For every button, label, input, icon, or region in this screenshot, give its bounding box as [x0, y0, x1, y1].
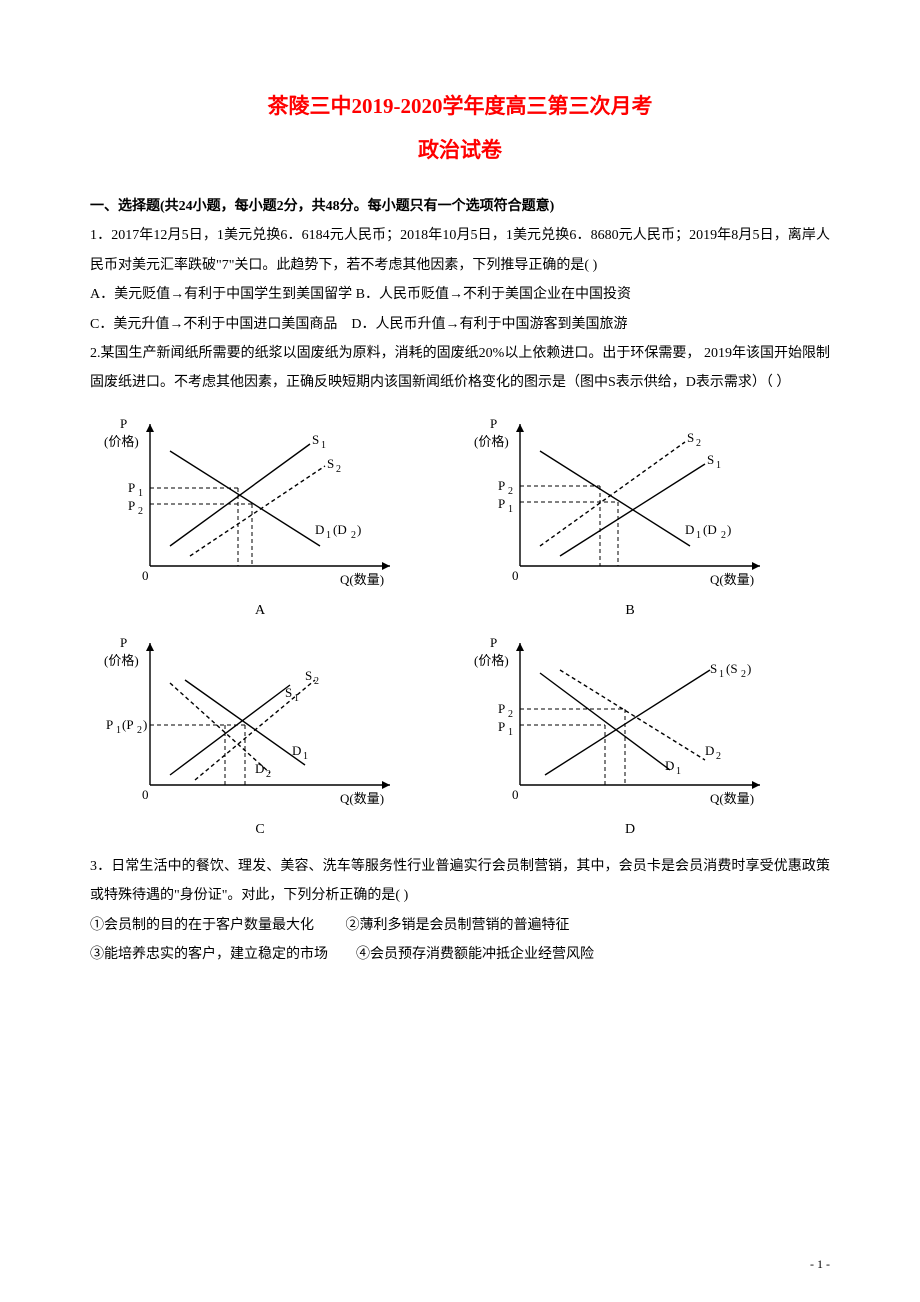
svg-text:D: D	[685, 522, 694, 537]
svg-text:S: S	[305, 668, 312, 683]
svg-text:S: S	[312, 432, 319, 447]
svg-text:(D: (D	[333, 522, 347, 537]
q1-optD: D．人民币升值→有利于中国游客到美国旅游	[351, 317, 627, 332]
svg-text:S: S	[285, 685, 292, 700]
svg-text:P: P	[498, 719, 505, 734]
svg-text:(P: (P	[122, 717, 134, 732]
svg-text:0: 0	[512, 568, 519, 583]
svg-text:1: 1	[508, 504, 513, 515]
q1-optC: C．美元升值→不利于中国进口美国商品	[90, 317, 337, 332]
svg-text:2: 2	[741, 669, 746, 680]
svg-text:2: 2	[138, 506, 143, 517]
svg-text:(S: (S	[726, 661, 738, 676]
svg-text:P: P	[120, 416, 127, 431]
svg-text:): )	[143, 717, 147, 732]
svg-text:Q(数量): Q(数量)	[710, 791, 754, 806]
svg-text:Q(数量): Q(数量)	[710, 572, 754, 587]
chart-C: P (价格) 0 Q(数量) S1 S2 D1 D2	[90, 625, 430, 844]
chart-label-A: A	[90, 603, 430, 619]
svg-text:S: S	[687, 430, 694, 445]
chart-B: P (价格) 0 Q(数量) S1 S2 D1 (D2)	[460, 406, 800, 625]
exam-title: 茶陵三中2019-2020学年度高三第三次月考	[90, 90, 830, 120]
q3-opt2: ②薄利多销是会员制营销的普遍特征	[346, 918, 570, 933]
svg-text:0: 0	[512, 787, 519, 802]
chart-label-D: D	[460, 822, 800, 838]
chart-label-B: B	[460, 603, 800, 619]
svg-text:): )	[727, 522, 731, 537]
svg-text:1: 1	[719, 669, 724, 680]
section-heading: 一、选择题(共24小题，每小题2分，共48分。每小题只有一个选项符合题意)	[90, 192, 830, 221]
svg-text:P: P	[128, 498, 135, 513]
svg-text:2: 2	[137, 725, 142, 736]
svg-text:D: D	[315, 522, 324, 537]
svg-text:2: 2	[336, 464, 341, 475]
svg-text:1: 1	[321, 440, 326, 451]
page-number: - 1 -	[810, 1257, 830, 1272]
svg-text:1: 1	[716, 460, 721, 471]
svg-text:S: S	[710, 661, 717, 676]
svg-text:P: P	[490, 635, 497, 650]
svg-text:P: P	[106, 717, 113, 732]
svg-text:2: 2	[314, 676, 319, 687]
svg-text:D: D	[255, 761, 264, 776]
svg-text:2: 2	[266, 769, 271, 780]
q3-options-line1: ①会员制的目的在于客户数量最大化 ②薄利多销是会员制营销的普遍特征	[90, 911, 830, 940]
svg-text:P: P	[120, 635, 127, 650]
svg-text:0: 0	[142, 787, 149, 802]
svg-text:(价格): (价格)	[474, 434, 509, 449]
svg-text:1: 1	[303, 751, 308, 762]
q3-opt1: ①会员制的目的在于客户数量最大化	[90, 918, 314, 933]
svg-text:1: 1	[508, 727, 513, 738]
svg-text:D: D	[665, 758, 674, 773]
chart-label-C: C	[90, 822, 430, 838]
svg-text:2: 2	[721, 530, 726, 541]
q3-opt3: ③能培养忠实的客户，建立稳定的市场	[90, 947, 328, 962]
svg-text:D: D	[705, 743, 714, 758]
svg-text:1: 1	[676, 766, 681, 777]
svg-text:P: P	[498, 701, 505, 716]
svg-text:2: 2	[508, 709, 513, 720]
svg-text:2: 2	[508, 486, 513, 497]
svg-text:P: P	[498, 478, 505, 493]
svg-text:1: 1	[696, 530, 701, 541]
svg-text:S: S	[327, 456, 334, 471]
q1-options-line1: A．美元贬值→有利于中国学生到美国留学 B．人民币贬值→不利于美国企业在中国投资	[90, 280, 830, 309]
svg-text:(价格): (价格)	[474, 653, 509, 668]
svg-text:2: 2	[351, 530, 356, 541]
q3-intro: 3．日常生活中的餐饮、理发、美容、洗车等服务性行业普遍实行会员制营销，其中，会员…	[90, 852, 830, 911]
svg-text:S: S	[707, 452, 714, 467]
q1-options-line2: C．美元升值→不利于中国进口美国商品 D．人民币升值→有利于中国游客到美国旅游	[90, 310, 830, 339]
svg-text:2: 2	[696, 438, 701, 449]
svg-text:(价格): (价格)	[104, 434, 139, 449]
svg-text:1: 1	[138, 488, 143, 499]
q1-intro: 1．2017年12月5日，1美元兑换6．6184元人民币；2018年10月5日，…	[90, 221, 830, 280]
q1-optB: B．人民币贬值→不利于美国企业在中国投资	[356, 287, 631, 302]
svg-text:(价格): (价格)	[104, 653, 139, 668]
svg-text:P: P	[498, 496, 505, 511]
svg-text:D: D	[292, 743, 301, 758]
q1-optA: A．美元贬值→有利于中国学生到美国留学	[90, 287, 352, 302]
svg-text:): )	[747, 661, 751, 676]
charts: P (价格) 0 Q(数量) S1 S2 D1 (D2)	[90, 406, 830, 844]
q2-intro: 2.某国生产新闻纸所需要的纸浆以固废纸为原料，消耗的固废纸20%以上依赖进口。出…	[90, 339, 830, 398]
svg-text:1: 1	[116, 725, 121, 736]
exam-subtitle: 政治试卷	[90, 134, 830, 164]
chart-D: P (价格) 0 Q(数量) S1 (S2) D1 D2	[460, 625, 800, 844]
svg-text:P: P	[490, 416, 497, 431]
q3-opt4: ④会员预存消费额能冲抵企业经营风险	[356, 947, 594, 962]
svg-text:P: P	[128, 480, 135, 495]
chart-A: P (价格) 0 Q(数量) S1 S2 D1 (D2)	[90, 406, 430, 625]
svg-text:2: 2	[716, 751, 721, 762]
svg-text:(D: (D	[703, 522, 717, 537]
q3-options-line2: ③能培养忠实的客户，建立稳定的市场 ④会员预存消费额能冲抵企业经营风险	[90, 940, 830, 969]
svg-text:Q(数量): Q(数量)	[340, 791, 384, 806]
svg-text:1: 1	[326, 530, 331, 541]
svg-text:Q(数量): Q(数量)	[340, 572, 384, 587]
svg-text:): )	[357, 522, 361, 537]
svg-text:0: 0	[142, 568, 149, 583]
